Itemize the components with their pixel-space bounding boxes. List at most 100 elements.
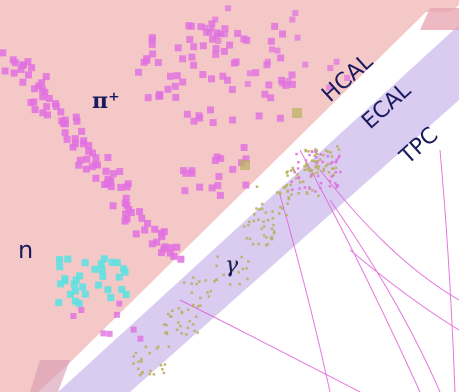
hit-cell xyxy=(336,145,339,148)
hit-cell xyxy=(270,227,274,231)
tpc-tracks xyxy=(179,149,459,392)
track xyxy=(349,249,459,331)
hit-cell xyxy=(255,185,259,188)
hit-cell xyxy=(321,160,324,164)
hit-cell xyxy=(202,24,209,31)
hit-cell xyxy=(264,244,268,247)
hit-cell xyxy=(255,207,258,210)
hit-cell xyxy=(162,371,166,375)
hit-cell xyxy=(331,160,334,164)
hit-cell xyxy=(19,61,27,69)
hit-cell xyxy=(237,271,240,274)
hit-cell xyxy=(79,283,87,291)
hcal-edge-accent xyxy=(30,360,70,392)
hit-cell xyxy=(148,41,156,49)
hit-cell xyxy=(78,307,85,314)
hit-cell xyxy=(215,172,223,180)
hit-cell xyxy=(153,238,161,246)
hit-cell xyxy=(149,369,152,373)
pion-label: π⁺ xyxy=(92,88,120,114)
hit-cell xyxy=(310,174,313,177)
hit-cell xyxy=(43,103,51,111)
hit-cell xyxy=(330,175,333,178)
hit-cell xyxy=(141,226,149,234)
hit-cell xyxy=(294,177,298,180)
hit-cell xyxy=(269,237,273,240)
hit-cell xyxy=(190,43,198,51)
hit-cell xyxy=(138,373,142,377)
hit-cell xyxy=(30,98,38,106)
hit-cell xyxy=(137,335,144,342)
hit-cell xyxy=(270,235,274,239)
hit-cell xyxy=(167,345,171,348)
hit-cell xyxy=(287,196,290,199)
hit-cell xyxy=(332,167,335,170)
hit-cell xyxy=(318,158,322,161)
hit-cell xyxy=(246,277,249,281)
hit-cell xyxy=(319,153,322,156)
hit-cell xyxy=(71,135,79,143)
hit-cell xyxy=(286,202,289,205)
hit-cell xyxy=(288,71,296,79)
hit-cell xyxy=(314,152,318,156)
hit-cell xyxy=(297,176,301,180)
hit-cell xyxy=(136,208,144,216)
hit-cell xyxy=(334,166,338,170)
hit-cell xyxy=(185,333,188,336)
hit-cell xyxy=(97,260,105,268)
hit-cell xyxy=(170,309,174,312)
photon-ecal-hits xyxy=(132,145,342,377)
hit-cell xyxy=(308,187,311,190)
hit-cell xyxy=(291,166,295,170)
hit-cell xyxy=(212,45,220,53)
hit-cell xyxy=(164,85,172,93)
hit-cell xyxy=(245,236,249,240)
hit-cell xyxy=(72,276,80,284)
hit-cell xyxy=(169,314,172,318)
hit-cell xyxy=(144,345,148,349)
hit-cell xyxy=(61,129,69,137)
hit-cell xyxy=(344,74,351,81)
hit-cell xyxy=(288,80,296,88)
hit-cell xyxy=(140,357,143,361)
hit-cell xyxy=(95,281,103,289)
hit-cell xyxy=(205,28,213,36)
hit-cell xyxy=(306,165,309,168)
hit-cell xyxy=(215,38,222,45)
hit-cell xyxy=(296,173,299,176)
hit-cell xyxy=(134,351,138,355)
hit-cell xyxy=(137,367,140,371)
hit-cell xyxy=(251,242,255,246)
hit-cell xyxy=(85,147,93,155)
hit-cell xyxy=(17,65,25,73)
hit-cell xyxy=(192,276,195,279)
hit-cell xyxy=(216,191,224,199)
hit-cell xyxy=(277,54,285,62)
hit-cell xyxy=(287,197,291,201)
track xyxy=(439,149,456,392)
hit-cell xyxy=(165,331,169,334)
hit-cell xyxy=(183,110,191,118)
hit-cell xyxy=(144,219,152,227)
hit-cell xyxy=(41,88,49,96)
hit-cell xyxy=(335,158,338,162)
hit-cell xyxy=(336,184,340,187)
hit-cell xyxy=(303,165,306,168)
hit-cell xyxy=(241,267,245,271)
hit-cell xyxy=(57,108,65,116)
hit-cell xyxy=(271,22,279,30)
hit-cell xyxy=(57,280,65,288)
hit-cell xyxy=(161,368,164,371)
hit-cell xyxy=(157,345,160,349)
hit-cell xyxy=(242,181,250,189)
hit-cell xyxy=(76,272,84,280)
hit-cell xyxy=(317,165,320,168)
hit-cell xyxy=(253,213,256,216)
hit-cell xyxy=(80,137,88,145)
hit-cell xyxy=(220,47,228,55)
hit-cell xyxy=(55,256,63,264)
hit-cell xyxy=(165,332,169,336)
hit-cell xyxy=(42,73,50,81)
hit-cell xyxy=(324,149,328,152)
